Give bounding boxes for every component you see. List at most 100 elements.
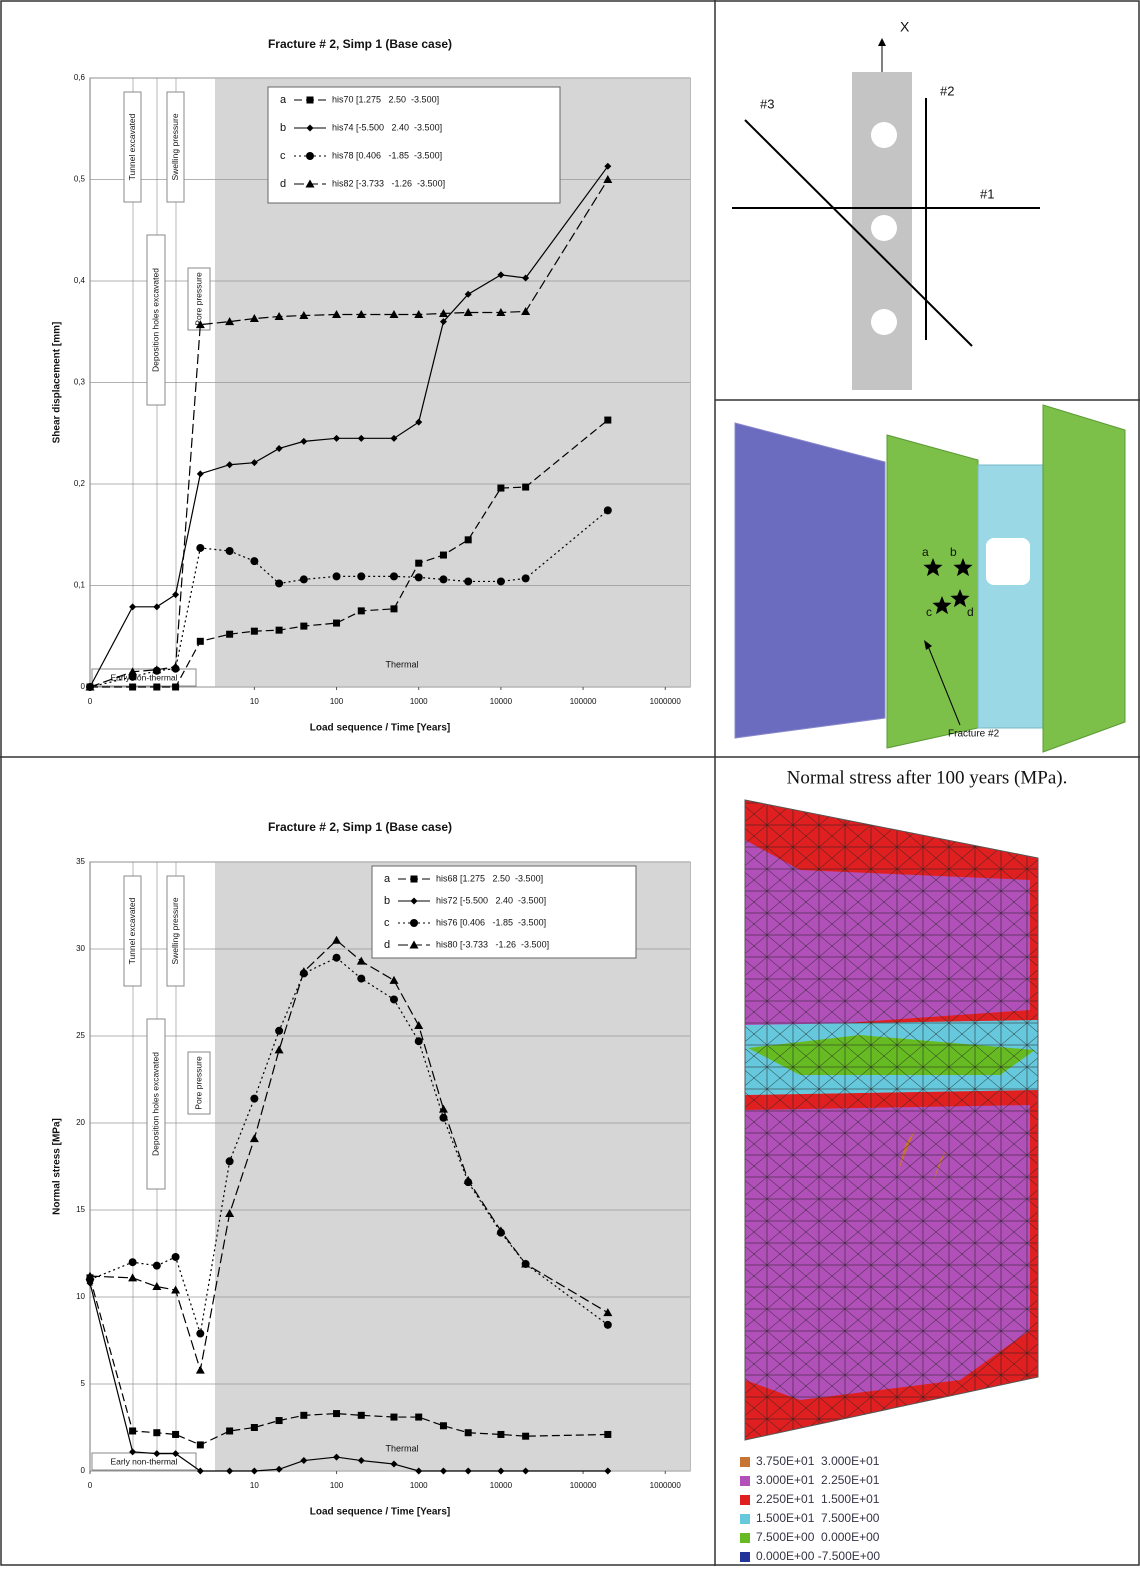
marker [415, 1414, 422, 1421]
marker [415, 560, 422, 567]
marker [604, 506, 612, 514]
marker [172, 1431, 179, 1438]
marker [153, 1429, 160, 1436]
marker [172, 1253, 180, 1261]
hole [871, 122, 897, 148]
legend-marker [307, 97, 314, 104]
annotation: Tunnel excavated [127, 897, 137, 964]
x-tick-label: 10 [250, 697, 259, 706]
legend-key: d [384, 939, 390, 951]
marker [129, 684, 136, 691]
marker [357, 975, 365, 983]
fracture-label: #1 [980, 186, 994, 201]
y-tick-label: 0,2 [74, 479, 86, 488]
marker [197, 1441, 204, 1448]
legend-swatch [740, 1533, 750, 1543]
legend-key: c [280, 150, 286, 162]
marker [276, 1417, 283, 1424]
axes-sketch: X #1 #2 #3 [732, 19, 1040, 390]
y-tick-label: 0,1 [74, 581, 86, 590]
marker [172, 684, 179, 691]
fracture-label: #2 [940, 83, 954, 98]
marker [415, 573, 423, 581]
x-tick-label: 10000 [490, 697, 513, 706]
marker [251, 628, 258, 635]
marker [226, 547, 234, 555]
fracture-model: a b c d Fracture #2 [735, 405, 1125, 752]
marker [497, 485, 504, 492]
legend-label: 3.750E+01 3.000E+01 [756, 1454, 880, 1468]
marker [415, 1037, 423, 1045]
annotation: Pore pressure [193, 1056, 203, 1110]
legend-key: a [384, 873, 391, 885]
fracture-label: #3 [760, 96, 774, 111]
fracture-plane [887, 435, 978, 748]
map-title: Normal stress after 100 years (MPa). [787, 767, 1068, 788]
legend-swatch [740, 1457, 750, 1467]
axis-label: X [900, 19, 910, 35]
marker [226, 1157, 234, 1165]
legend-label: his70 [1.275 2.50 -3.500] [332, 94, 439, 104]
marker [464, 577, 472, 585]
annotation: Swelling pressure [170, 897, 180, 964]
marker [390, 605, 397, 612]
x-tick-label: 10 [250, 1481, 259, 1490]
marker [440, 1422, 447, 1429]
x-tick-label: 1000 [410, 697, 428, 706]
legend-key: b [280, 122, 286, 134]
legend-key: b [384, 895, 390, 907]
annotation: Pore pressure [193, 272, 203, 326]
x-tick-label: 100 [330, 697, 344, 706]
y-axis-label: Shear displacement [mm] [52, 322, 63, 444]
hole [986, 538, 1030, 585]
marker [129, 1427, 136, 1434]
marker [497, 577, 505, 585]
marker [333, 954, 341, 962]
legend-label: 1.500E+01 7.500E+00 [756, 1511, 880, 1525]
marker [358, 1412, 365, 1419]
marker [153, 1262, 161, 1270]
legend-label: his78 [0.406 -1.85 -3.500] [332, 150, 442, 160]
legend-label: his76 [0.406 -1.85 -3.500] [436, 917, 546, 927]
annotation: Swelling pressure [170, 113, 180, 180]
annotation: Thermal [385, 1443, 418, 1453]
fracture-plane [735, 423, 885, 738]
marker [333, 572, 341, 580]
legend-swatch [740, 1552, 750, 1562]
annotation: Tunnel excavated [127, 113, 137, 180]
point-label: b [950, 545, 957, 559]
legend-label: his72 [-5.500 2.40 -3.500] [436, 895, 546, 905]
legend-label: his74 [-5.500 2.40 -3.500] [332, 122, 442, 132]
point-label: a [922, 545, 929, 559]
map-legend: 3.750E+01 3.000E+013.000E+01 2.250E+012.… [740, 1454, 880, 1563]
x-tick-label: 100000 [570, 1481, 597, 1490]
legend-swatch [740, 1495, 750, 1505]
legend-swatch [740, 1476, 750, 1486]
marker [465, 536, 472, 543]
marker [153, 684, 160, 691]
marker [333, 1410, 340, 1417]
y-tick-label: 20 [76, 1118, 85, 1127]
y-tick-label: 0 [81, 682, 86, 691]
hole [871, 215, 897, 241]
marker [226, 1427, 233, 1434]
marker [275, 1027, 283, 1035]
legend-label: his82 [-3.733 -1.26 -3.500] [332, 178, 445, 188]
x-tick-label: 10000 [490, 1481, 513, 1490]
point-label: d [967, 605, 974, 619]
marker [196, 544, 204, 552]
marker [358, 607, 365, 614]
marker [276, 627, 283, 634]
x-tick-label: 1000000 [650, 697, 682, 706]
annotation: Deposition holes excavated [150, 268, 160, 372]
stress-map: Normal stress after 100 years (MPa). 3.7… [740, 767, 1067, 1563]
marker [250, 557, 258, 565]
legend-key: c [384, 917, 390, 929]
marker [522, 1433, 529, 1440]
marker [440, 552, 447, 559]
x-axis-label: Load sequence / Time [Years] [310, 1507, 450, 1518]
marker [251, 1424, 258, 1431]
y-tick-label: 0,4 [74, 276, 86, 285]
fracture-plane [1043, 405, 1125, 752]
